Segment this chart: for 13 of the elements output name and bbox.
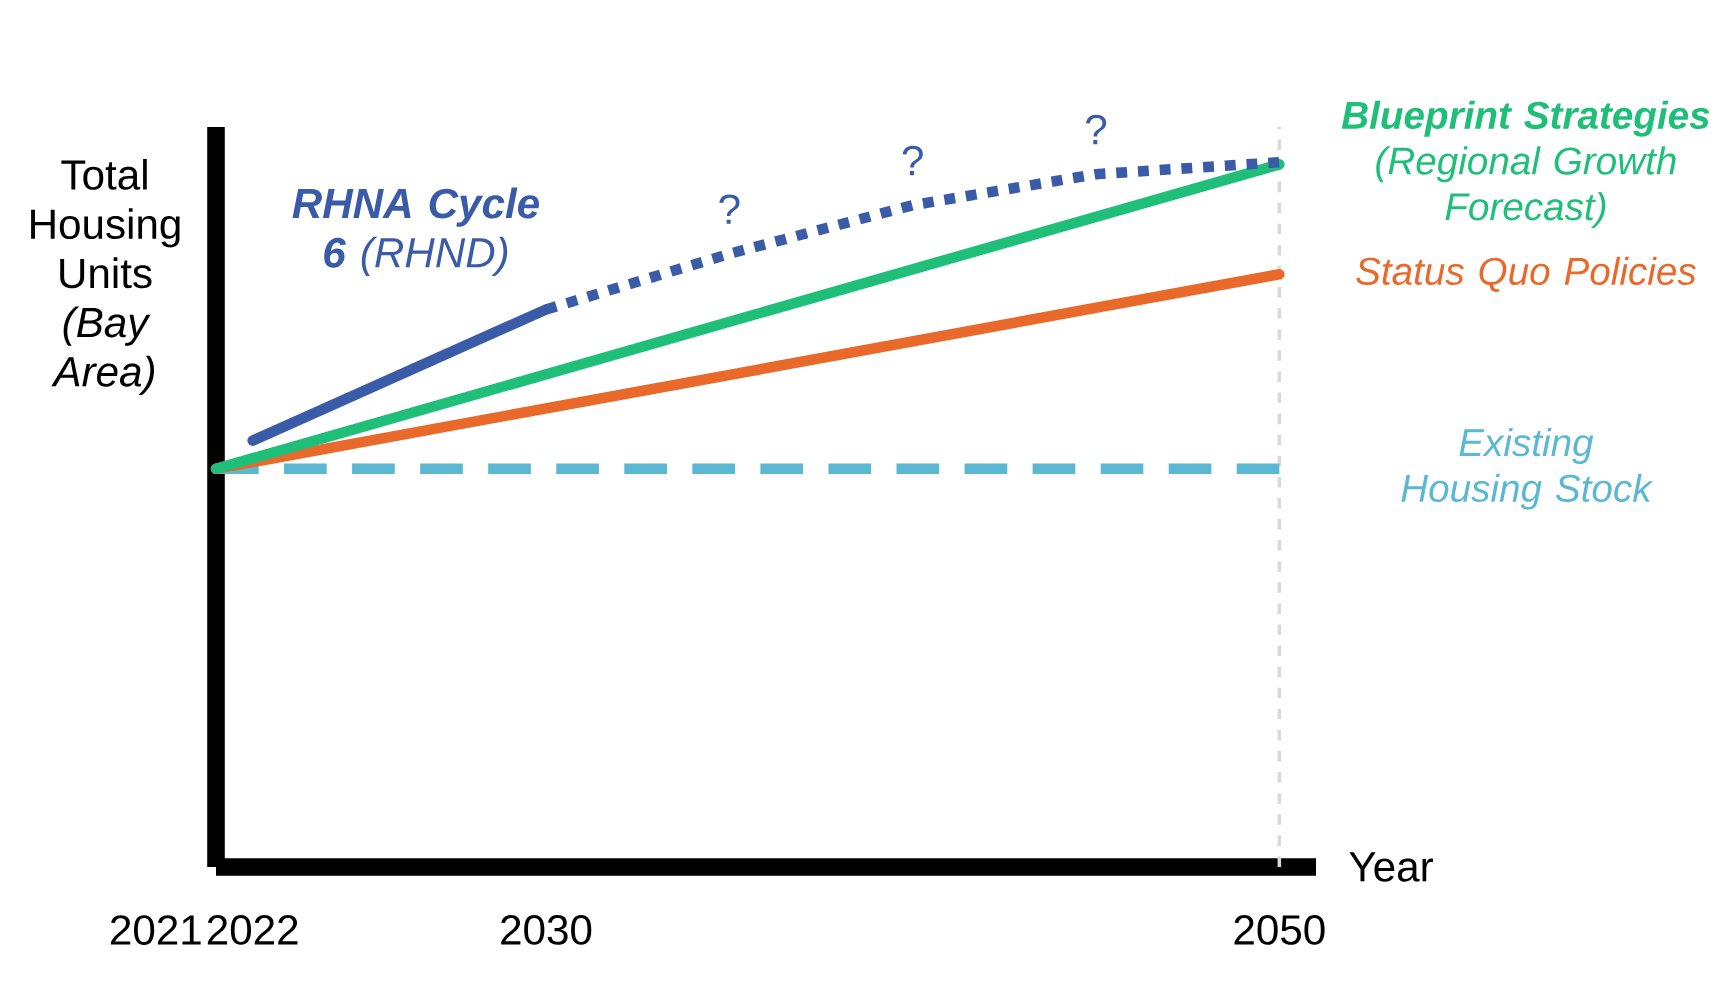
annotation: ? [719,194,740,224]
series-label: RHNA Cycle 6 (RHND) [292,187,539,276]
text: 2021 [111,915,201,945]
series-label: Blueprint Strategies (Regional Growth Forecast) [1341,100,1710,229]
x-tick-label: 2050 [1234,915,1325,945]
series-label: Status Quo Policies [1356,256,1696,292]
annotation: ? [902,145,923,176]
x-tick-label: 2022 [207,915,298,945]
annotation: ? [1086,114,1107,145]
x-axis-title: Year [1349,852,1433,882]
x-tick-label: 2030 [501,915,592,945]
y-axis-title: Total Housing Units (Bay Area) [31,158,180,396]
text: Existing Housing Stock [1401,427,1654,510]
